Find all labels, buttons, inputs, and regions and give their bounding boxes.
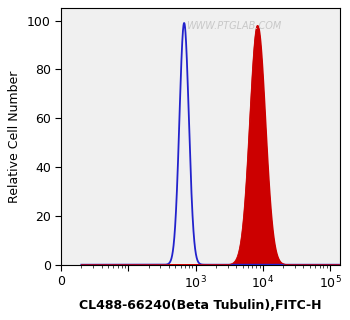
X-axis label: CL488-66240(Beta Tubulin),FITC-H: CL488-66240(Beta Tubulin),FITC-H <box>79 299 322 312</box>
Text: WWW.PTGLAB.COM: WWW.PTGLAB.COM <box>187 21 282 31</box>
Y-axis label: Relative Cell Number: Relative Cell Number <box>8 70 21 203</box>
